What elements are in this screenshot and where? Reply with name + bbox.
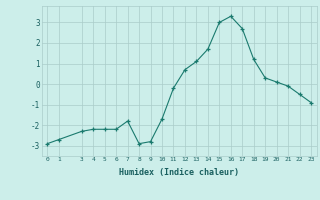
X-axis label: Humidex (Indice chaleur): Humidex (Indice chaleur) [119,168,239,177]
